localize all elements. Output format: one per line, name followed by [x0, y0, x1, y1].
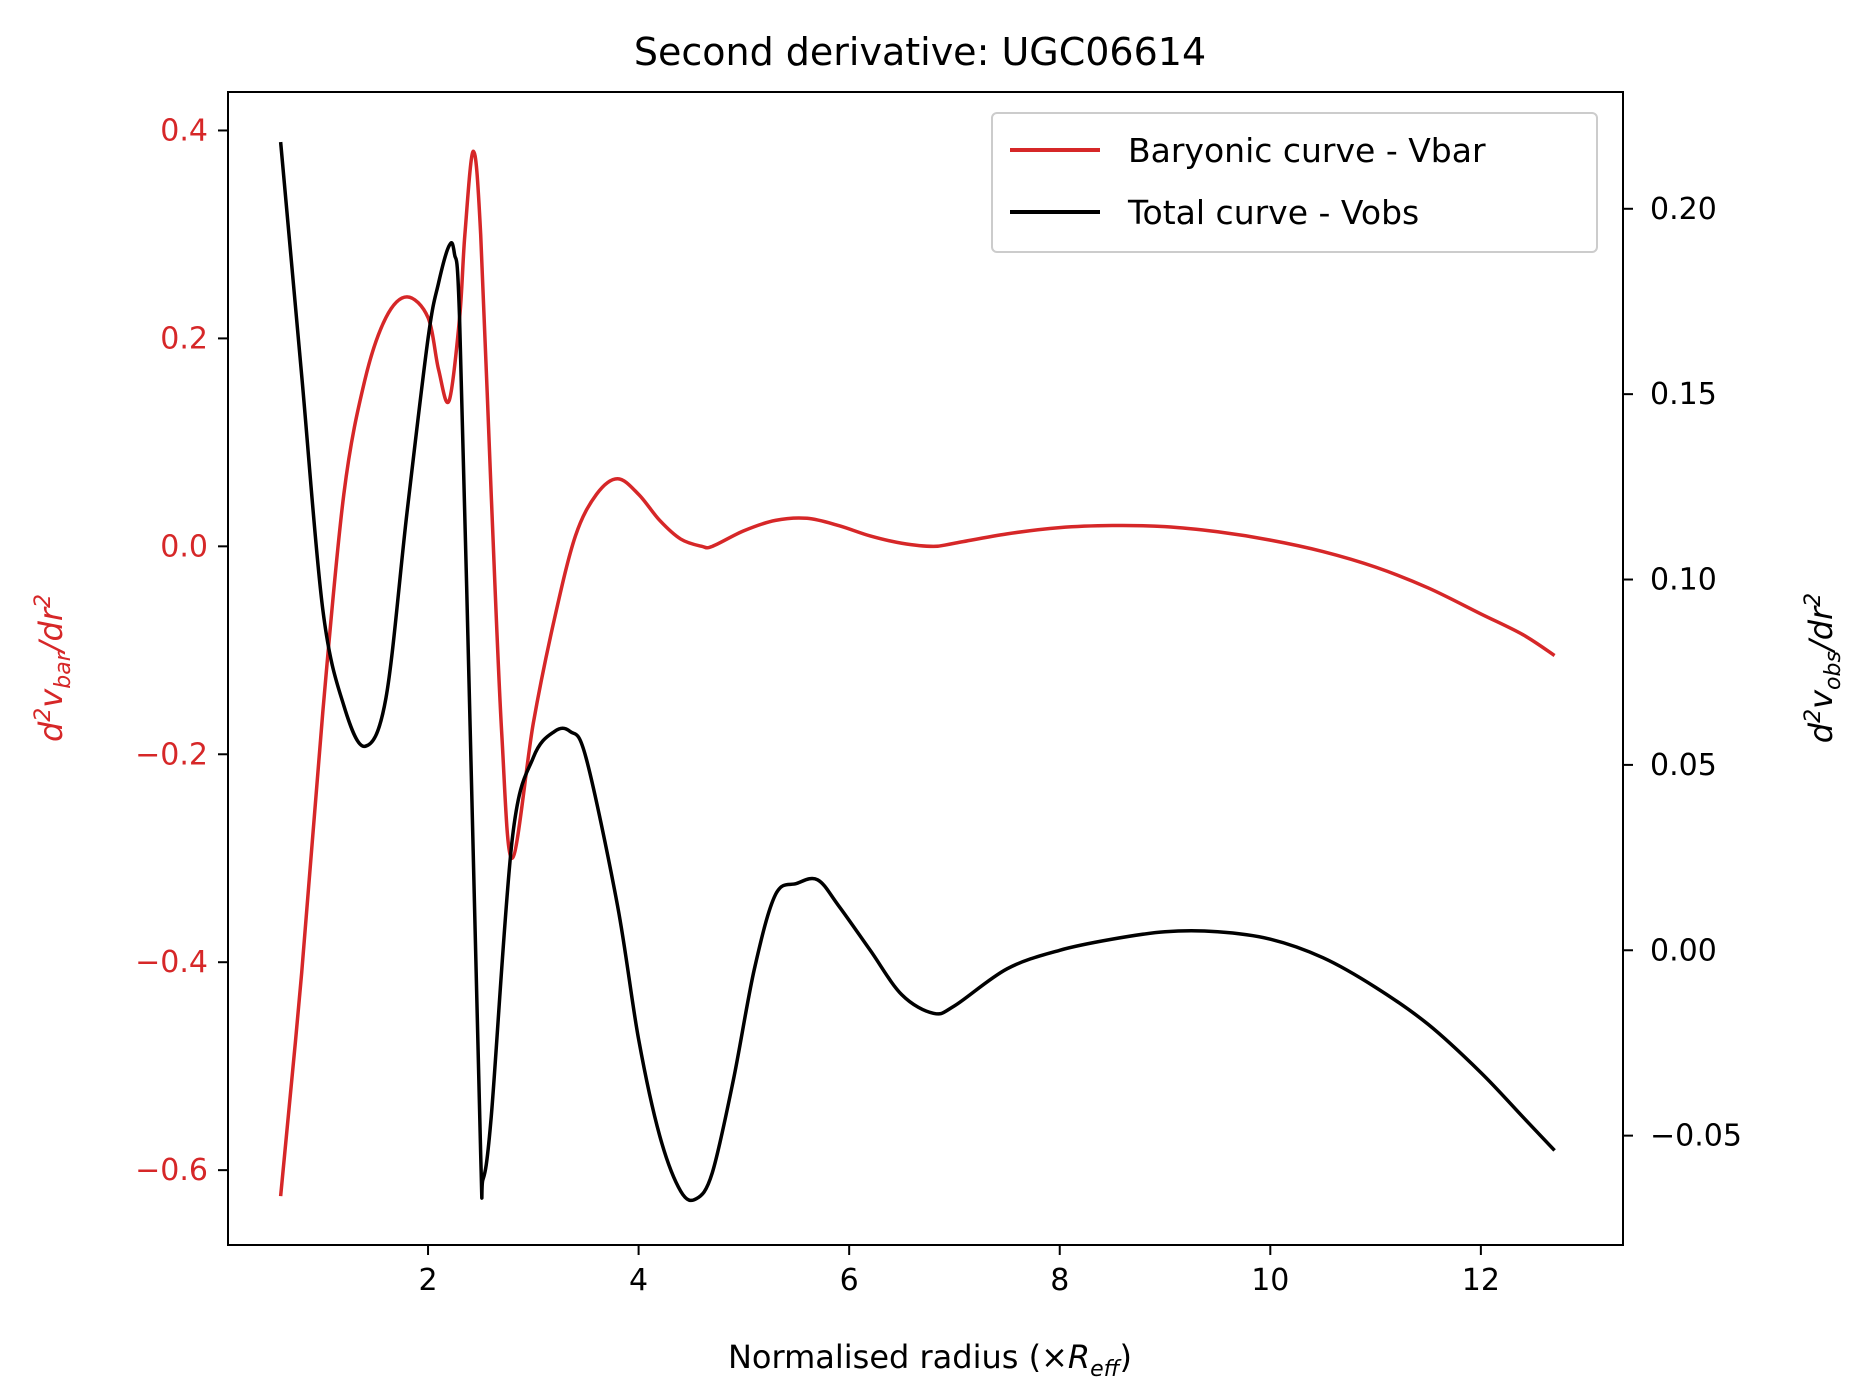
y-axis-left-label: d2vbar/dr2: [31, 594, 76, 742]
y-right-tick-label: −0.05: [1650, 1119, 1742, 1154]
x-tick-label: 2: [418, 1263, 437, 1298]
y-left-tick-label: −0.6: [135, 1153, 208, 1188]
chart-title: Second derivative: UGC06614: [634, 30, 1206, 74]
y-right-tick-label: 0.10: [1650, 563, 1717, 598]
y-left-tick-label: 0.0: [160, 529, 208, 564]
y-axis-right: 0.20 0.15 0.10 0.05 0.00 −0.05: [1623, 192, 1742, 1154]
legend: Baryonic curve - Vbar Total curve - Vobs: [991, 112, 1598, 253]
legend-label-bar: Baryonic curve - Vbar: [1128, 131, 1486, 170]
x-tick-label: 12: [1462, 1263, 1500, 1298]
y-left-tick-label: −0.2: [135, 737, 208, 772]
y-right-tick-label: 0.00: [1650, 933, 1717, 968]
y-left-tick-label: 0.4: [160, 113, 208, 148]
y-right-tick-label: 0.15: [1650, 377, 1717, 412]
x-axis-label: Normalised radius (×Reff): [728, 1338, 1132, 1382]
x-tick-label: 8: [1050, 1263, 1069, 1298]
y-right-tick-label: 0.05: [1650, 748, 1717, 783]
legend-label-obs: Total curve - Vobs: [1127, 193, 1419, 232]
y-axis-left: 0.4 0.2 0.0 −0.2 −0.4 −0.6: [135, 113, 228, 1188]
x-tick-label: 10: [1251, 1263, 1289, 1298]
plot-area: [227, 91, 1624, 1246]
series-layer: [278, 141, 1556, 1203]
series-line-vbar: [278, 149, 1556, 1197]
series-line-vobs: [278, 141, 1556, 1203]
y-right-tick-label: 0.20: [1650, 192, 1717, 227]
y-left-tick-label: 0.2: [160, 321, 208, 356]
plot-frame: [227, 91, 1624, 1246]
x-tick-label: 6: [840, 1263, 859, 1298]
y-left-tick-label: −0.4: [135, 945, 208, 980]
legend-box: [991, 112, 1598, 253]
y-axis-right-label: d2vobs/dr2: [1801, 593, 1846, 743]
x-axis: 2 4 6 8 10 12: [418, 1245, 1500, 1298]
x-tick-label: 4: [629, 1263, 648, 1298]
